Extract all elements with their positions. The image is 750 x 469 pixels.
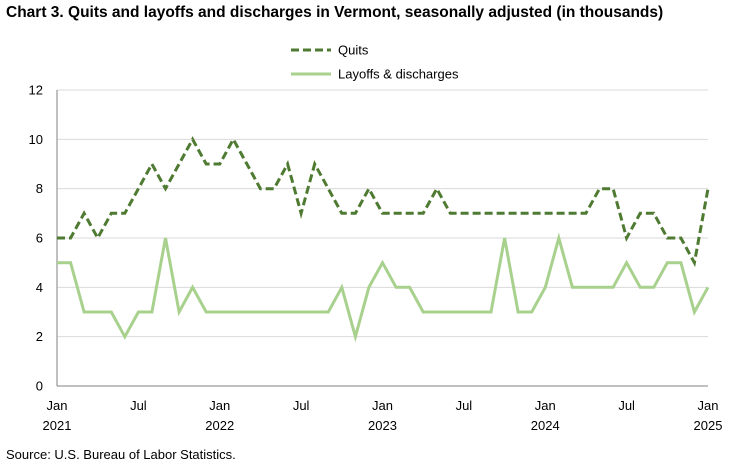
x-tick-month: Jan: [47, 398, 68, 413]
quits-line: [57, 136, 710, 268]
legend: Quits Layoffs & discharges: [291, 43, 459, 82]
y-tick-label: 10: [29, 132, 43, 147]
x-tick-year: 2025: [694, 418, 723, 433]
x-tick-month: Jul: [618, 398, 635, 413]
y-tick-label: 6: [36, 231, 43, 246]
y-tick-label: 12: [29, 83, 43, 98]
x-tick-year: 2021: [43, 418, 72, 433]
x-tick-month: Jan: [209, 398, 230, 413]
x-tick-month: Jan: [698, 398, 719, 413]
source-note: Source: U.S. Bureau of Labor Statistics.: [6, 447, 236, 462]
y-tick-labels: 0 2 4 6 8 10 12: [29, 83, 43, 394]
y-tick-label: 4: [36, 280, 43, 295]
x-tick-month: Jul: [456, 398, 473, 413]
x-tick-year: 2023: [368, 418, 397, 433]
x-tick-labels: Jan 2021 Jul Jan 2022 Jul Jan 2023 Jul Jan 2024 Jul…: [43, 398, 723, 433]
y-tick-label: 0: [36, 379, 43, 394]
x-tick-month: Jul: [130, 398, 147, 413]
x-tick-year: 2022: [205, 418, 234, 433]
x-tick-month: Jul: [293, 398, 310, 413]
series-lines: [57, 136, 710, 343]
legend-layoffs-label: Layoffs & discharges: [338, 67, 459, 82]
x-tick-month: Jan: [535, 398, 556, 413]
gridlines: [57, 89, 708, 338]
chart-title: Chart 3. Quits and layoffs and discharge…: [6, 4, 664, 21]
x-tick-year: 2024: [531, 418, 560, 433]
y-tick-label: 2: [36, 329, 43, 344]
legend-quits-label: Quits: [338, 43, 369, 58]
layoffs-discharges-line: [57, 232, 710, 343]
y-tick-label: 8: [36, 181, 43, 196]
x-tick-month: Jan: [372, 398, 393, 413]
